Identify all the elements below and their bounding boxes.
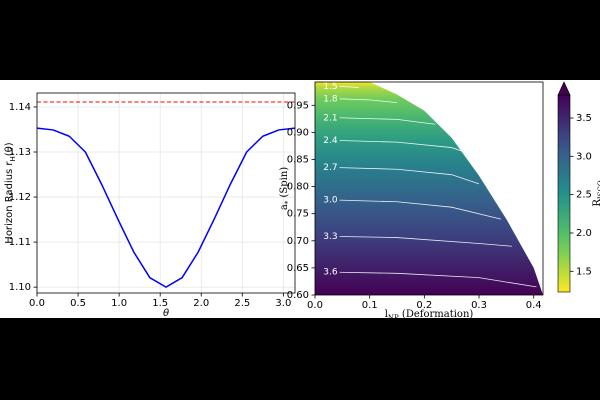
- x-tick-label: 2.5: [234, 298, 250, 309]
- y-tick-label: 1.10: [9, 282, 31, 293]
- y-tick-label: 0.70: [287, 236, 309, 247]
- y-axis-label-sub: *: [284, 200, 292, 204]
- y-axis-label-sub: H: [9, 156, 17, 161]
- y-tick-label: 0.85: [287, 155, 309, 166]
- colorbar-label-main: R: [592, 199, 600, 207]
- contour-label: 3.3: [323, 232, 337, 242]
- x-axis-label: θ: [163, 308, 169, 319]
- colorbar: [557, 94, 571, 293]
- data-line: [36, 127, 296, 288]
- colorbar-extension: [557, 81, 571, 96]
- y-axis-label-rest: (θ): [4, 142, 15, 156]
- colorbar-tick-label: 2.0: [576, 228, 592, 239]
- contour-label: 1.5: [323, 82, 337, 92]
- contour-label: 3.0: [323, 196, 338, 206]
- y-tick-label: 1.12: [9, 192, 31, 203]
- colorbar-tick-label: 3.5: [576, 113, 592, 124]
- contour-line: [339, 199, 501, 220]
- y-tick-label: 0.80: [287, 182, 309, 193]
- x-axis-label-rest: (Deformation): [399, 309, 474, 320]
- y-tick-label: 1.13: [9, 147, 31, 158]
- colorbar-tick-label: 2.5: [576, 190, 592, 201]
- contour-label: 2.1: [323, 113, 337, 123]
- y-tick-label: 1.11: [9, 237, 31, 248]
- x-tick-label: 0.2: [416, 300, 432, 311]
- colorbar-label-sub: ISCO: [597, 180, 600, 199]
- colorbar-tick-label: 1.5: [576, 266, 592, 277]
- x-tick-label: 1.5: [152, 298, 168, 309]
- contour-line: [339, 140, 463, 152]
- x-tick-label: 0.4: [526, 300, 542, 311]
- colorbar-label: RISCO: [592, 180, 600, 206]
- x-tick-label: 0.3: [471, 300, 487, 311]
- x-tick-label: 1.0: [111, 298, 127, 309]
- contour-line: [339, 98, 398, 103]
- y-tick-label: 0.90: [287, 127, 309, 138]
- contour-line: [339, 236, 512, 247]
- y-axis-label-rest: (Spin): [279, 167, 290, 201]
- contour-line: [339, 117, 436, 125]
- y-axis-label: a* (Spin): [279, 167, 293, 210]
- x-axis-label-sub: NP: [388, 314, 399, 322]
- contour-label: 2.4: [323, 136, 338, 146]
- colorbar-tick-label: 3.0: [576, 151, 592, 162]
- y-axis-label-main: a: [279, 204, 290, 210]
- contour-line: [339, 85, 359, 88]
- contour-label: 2.7: [323, 163, 337, 173]
- contour-label: 1.8: [323, 94, 338, 104]
- contour-line: [339, 271, 537, 288]
- x-tick-label: 0.5: [70, 298, 86, 309]
- y-tick-label: 0.95: [287, 100, 309, 111]
- y-tick-label: 0.60: [287, 290, 309, 301]
- x-axis-label-main: l: [385, 309, 388, 320]
- y-axis-label: Horizon Radius rH(θ): [4, 142, 17, 244]
- y-tick-label: 1.14: [9, 102, 31, 113]
- x-axis-label: lNP (Deformation): [385, 309, 474, 323]
- plot-frame: [314, 81, 544, 296]
- x-tick-label: 0.1: [362, 300, 378, 311]
- contour-line: [339, 167, 480, 185]
- contour-label: 3.6: [323, 268, 338, 278]
- x-tick-label: 0.0: [29, 298, 45, 309]
- x-tick-label: 0.0: [307, 300, 323, 311]
- x-tick-label: 3.0: [275, 298, 291, 309]
- y-tick-label: 0.65: [287, 263, 309, 274]
- x-tick-label: 2.0: [193, 298, 209, 309]
- plot-frame: [36, 92, 296, 294]
- y-axis-label-main: Horizon Radius r: [4, 161, 15, 244]
- y-tick-label: 0.75: [287, 209, 309, 220]
- field-region: [315, 82, 543, 295]
